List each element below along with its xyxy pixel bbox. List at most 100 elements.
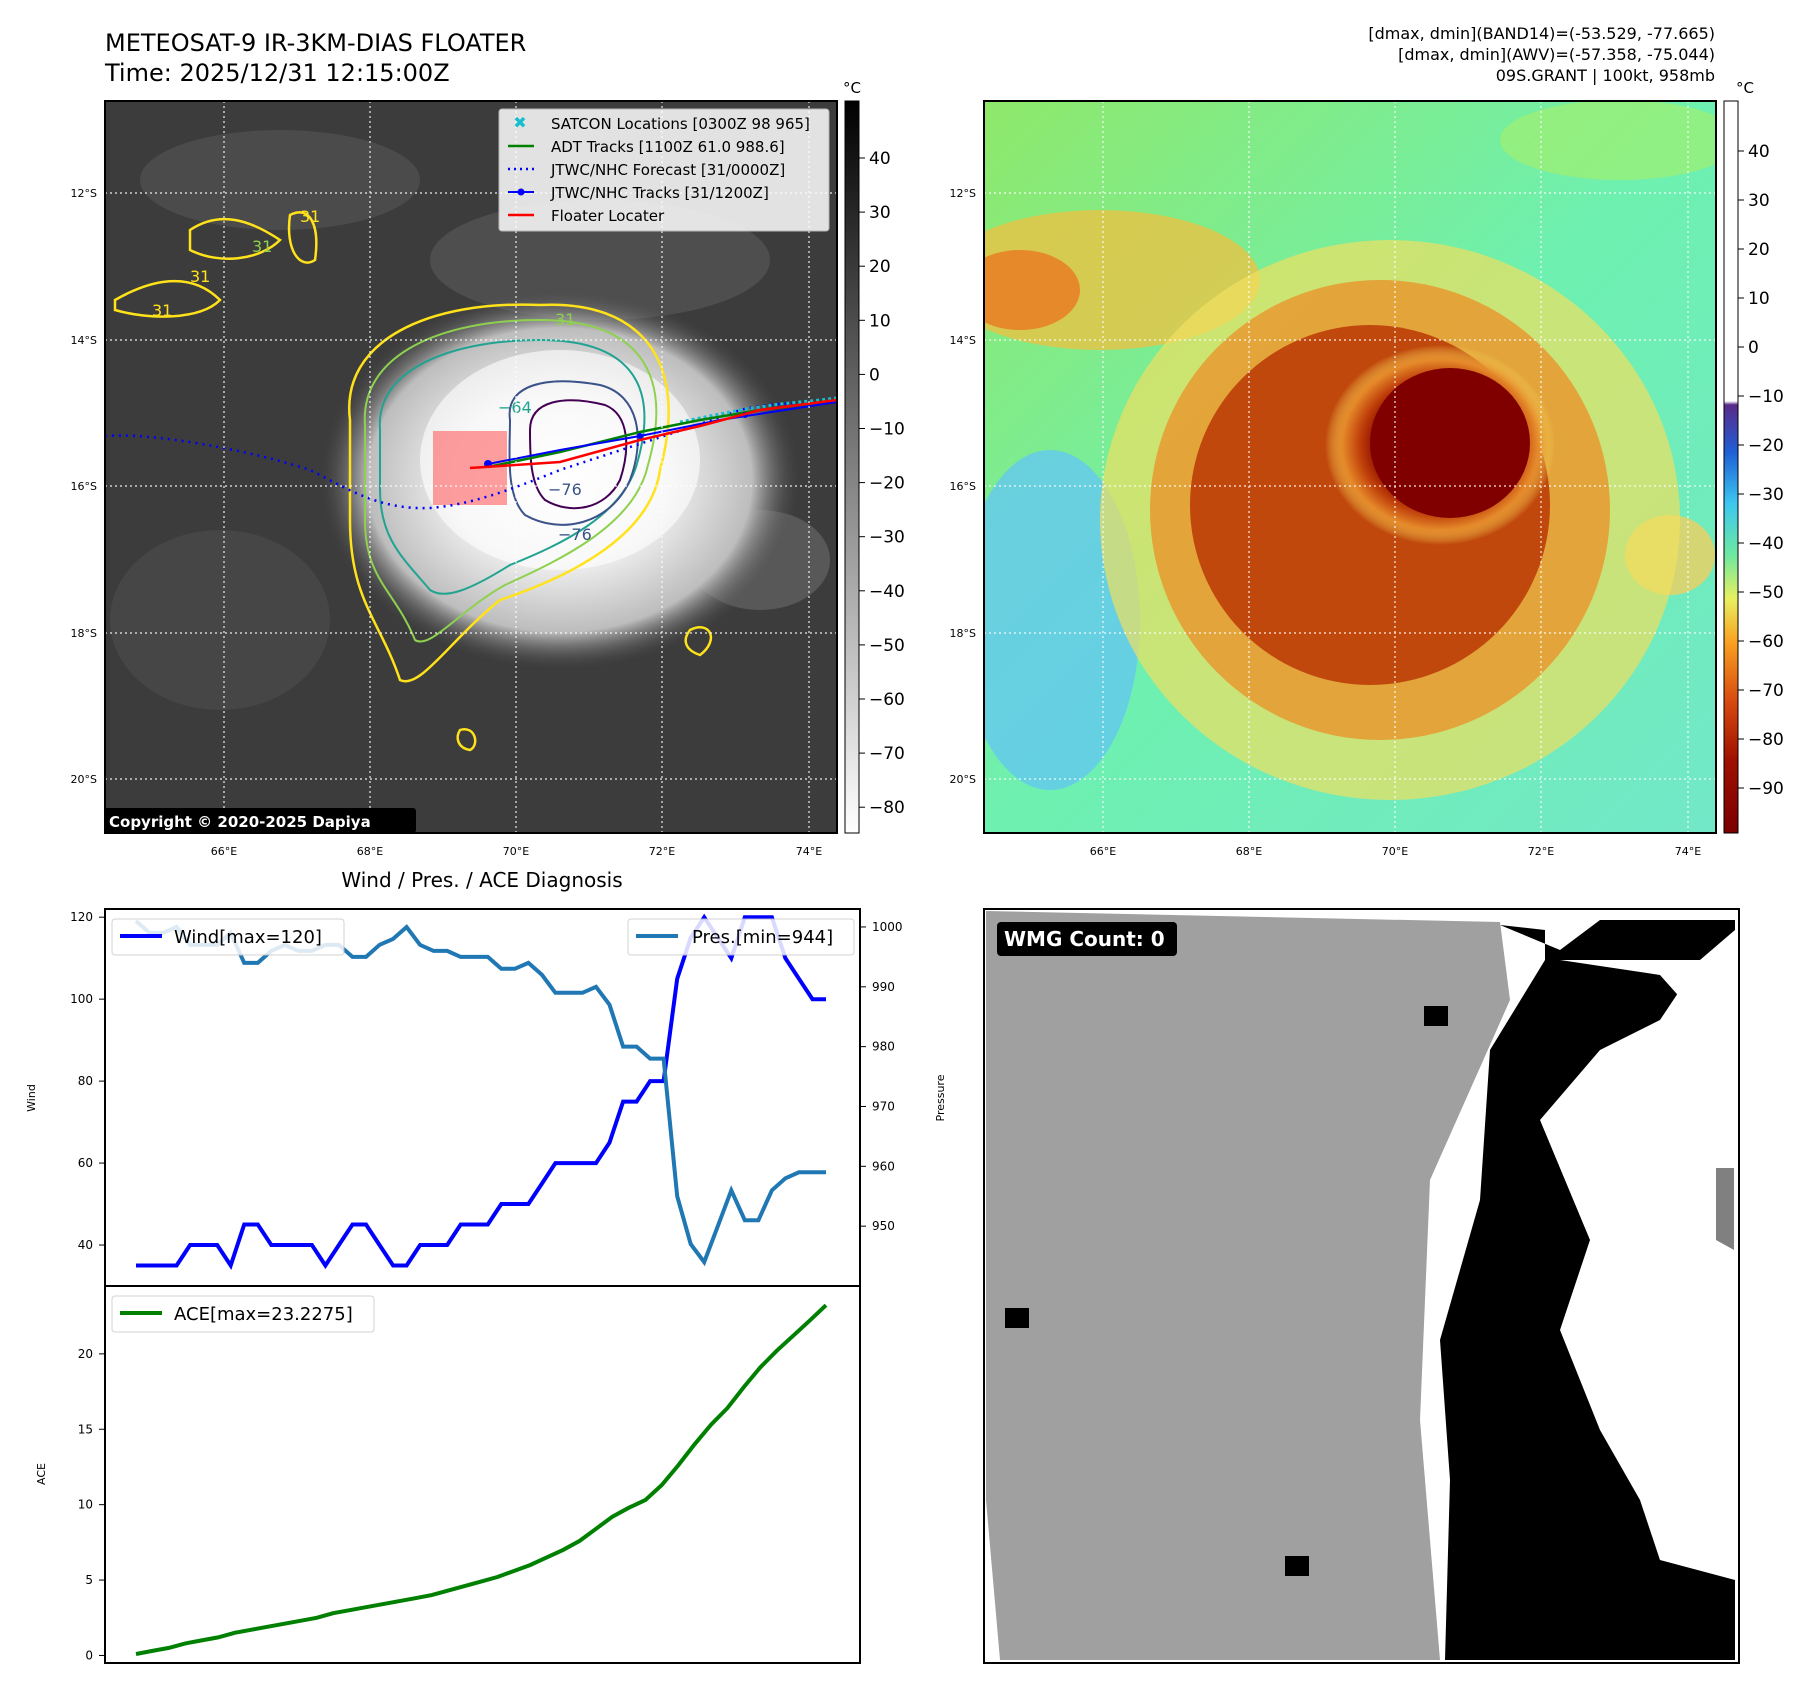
lat-tick-label: 20°S — [71, 773, 97, 786]
y-tick-label: 60 — [78, 1156, 93, 1170]
colorbar-gray-tick: −60 — [869, 690, 905, 710]
y-tick-label: 950 — [872, 1219, 895, 1233]
colorbar-color-tick: 40 — [1748, 142, 1770, 162]
y-tick-label: 15 — [78, 1422, 93, 1436]
lat-tick-label: 12°S — [71, 187, 97, 200]
legend-satcon: SATCON Locations [0300Z 98 965] — [551, 115, 810, 133]
svg-text:Pres.[min=944]: Pres.[min=944] — [692, 927, 833, 948]
colorbar-gray-tick: −50 — [869, 636, 905, 656]
y-tick-label: 100 — [70, 992, 93, 1006]
y-tick-label: 960 — [872, 1159, 895, 1173]
lon-tick-label: 70°E — [503, 845, 529, 858]
colorbar-color-tick: 30 — [1748, 191, 1770, 211]
y-tick-label: 1000 — [872, 920, 903, 934]
lat-tick-label: 12°S — [950, 187, 976, 200]
colorbar-gray-tick: −20 — [869, 474, 905, 494]
colorbar-color-tick: −90 — [1748, 779, 1784, 799]
contour-label: 31 — [300, 207, 320, 226]
lat-tick-label: 14°S — [950, 334, 976, 347]
colorbar-gray-tick: 0 — [869, 365, 880, 385]
floater-track — [469, 398, 837, 470]
pressure-series-line — [134, 919, 826, 1267]
legend-forecast: JTWC/NHC Forecast [31/0000Z] — [550, 161, 785, 179]
contour-label: 31 — [555, 310, 575, 329]
legend-adt: ADT Tracks [1100Z 61.0 988.6] — [551, 138, 785, 156]
forecast-track — [105, 400, 837, 510]
colorbar-gray-tick: −30 — [869, 528, 905, 548]
diagnosis-title: Wind / Pres. / ACE Diagnosis — [341, 868, 622, 892]
svg-text:Wind[max=120]: Wind[max=120] — [174, 927, 322, 948]
contour-label: 31 — [190, 267, 210, 286]
y-tick-label: 990 — [872, 980, 895, 994]
contour-label: 31 — [252, 237, 272, 256]
lat-tick-label: 16°S — [71, 480, 97, 493]
colorbar-gray-tick: −80 — [869, 798, 905, 818]
colorbar-color: °C 40 30 20 10 0 −10 −20 −30 −40 −50 −60 −70 −80 −90 — [1723, 79, 1784, 834]
wmg-panel: WMG Count: 0 — [983, 908, 1740, 1664]
colorbar-gray-tick: −10 — [869, 420, 905, 440]
colorbar-color-tick: −60 — [1748, 632, 1784, 652]
map-tick-labels: 12°S 12°S 14°S 14°S 16°S 16°S 18°S 18°S 20°S 20°S… — [71, 187, 1702, 858]
color-map-panel — [983, 100, 1717, 834]
stat-awv: [dmax, dmin](AWV)=(-57.358, -75.044) — [1398, 45, 1715, 64]
y-tick-label: 20 — [78, 1347, 93, 1361]
colorbar-color-tick: 10 — [1748, 289, 1770, 309]
ace-legend: ACE[max=23.2275] — [111, 1295, 375, 1333]
y-tick-label: 970 — [872, 1099, 895, 1113]
storm-info: 09S.GRANT | 100kt, 958mb — [1496, 66, 1715, 85]
wind-pres-axes: 40 60 80 100 120 950 960 970 980 990 1000 Wind Pr… — [25, 908, 947, 1287]
contour-label: −76 — [548, 480, 582, 499]
y-tick-label: 980 — [872, 1040, 895, 1054]
contour-label: −64 — [498, 398, 532, 417]
pres-legend: Pres.[min=944] — [627, 918, 855, 956]
y-tick-label: 80 — [78, 1074, 93, 1088]
y-tick-label: 10 — [78, 1498, 93, 1512]
lon-tick-label: 66°E — [211, 845, 237, 858]
legend-floater: Floater Locater — [551, 207, 665, 225]
colorbar-color-tick: −30 — [1748, 485, 1784, 505]
colorbar-gray-tick: 20 — [869, 257, 891, 277]
figure-title: METEOSAT-9 IR-3KM-DIAS FLOATER — [105, 29, 526, 57]
color-imagery — [984, 101, 1716, 800]
lon-tick-label: 72°E — [1528, 845, 1554, 858]
colorbar-color-tick: −20 — [1748, 436, 1784, 456]
y-tick-label: 40 — [78, 1238, 93, 1252]
lat-tick-label: 14°S — [71, 334, 97, 347]
lon-tick-label: 70°E — [1382, 845, 1408, 858]
legend-jtwc: JTWC/NHC Tracks [31/1200Z] — [550, 184, 769, 202]
colorbar-gray-tick: 40 — [869, 149, 891, 169]
colorbar-color-tick: −10 — [1748, 387, 1784, 407]
colorbar-color-tick: −40 — [1748, 534, 1784, 554]
lat-tick-label: 16°S — [950, 480, 976, 493]
stat-band14: [dmax, dmin](BAND14)=(-53.529, -77.665) — [1368, 24, 1715, 43]
colorbar-gray-tick: 10 — [869, 311, 891, 331]
colorbar-gray: °C 40 30 20 10 0 −10 −20 −30 −40 −50 −60 −70 −80 — [843, 79, 905, 834]
wmg-count: WMG Count: 0 — [1004, 927, 1165, 951]
lon-tick-label: 66°E — [1090, 845, 1116, 858]
lon-tick-label: 74°E — [796, 845, 822, 858]
colorbar-gray-unit: °C — [843, 79, 861, 97]
lat-tick-label: 18°S — [71, 627, 97, 640]
lon-tick-label: 68°E — [357, 845, 383, 858]
figure-time: Time: 2025/12/31 12:15:00Z — [104, 59, 450, 87]
ace-axes: 0 5 10 15 20 ACE ACE[max=23.2275] — [35, 1285, 861, 1664]
y-tick-label: 5 — [85, 1573, 93, 1587]
colorbar-color-unit: °C — [1736, 79, 1754, 97]
wind-axis-label: Wind — [25, 1084, 38, 1112]
wind-legend: Wind[max=120] — [111, 918, 345, 956]
copyright: Copyright © 2020-2025 Dapiya — [109, 813, 371, 831]
lat-tick-label: 20°S — [950, 773, 976, 786]
lon-tick-label: 68°E — [1236, 845, 1262, 858]
ir-gridlines — [105, 101, 837, 833]
svg-text:✖: ✖ — [513, 113, 526, 132]
lon-tick-label: 72°E — [649, 845, 675, 858]
colorbar-color-tick: −70 — [1748, 681, 1784, 701]
pressure-axis-label: Pressure — [934, 1074, 947, 1121]
lon-tick-label: 74°E — [1675, 845, 1701, 858]
ir-map-panel: 31 31 31 31 31 −64 −76 −76 ✖ SATCON Loca… — [104, 100, 838, 834]
colorbar-gray-tick: −40 — [869, 582, 905, 602]
contour-label: 31 — [152, 301, 172, 320]
map-legend: ✖ SATCON Locations [0300Z 98 965] ADT Tr… — [498, 108, 830, 232]
ace-series-line — [135, 1303, 828, 1656]
